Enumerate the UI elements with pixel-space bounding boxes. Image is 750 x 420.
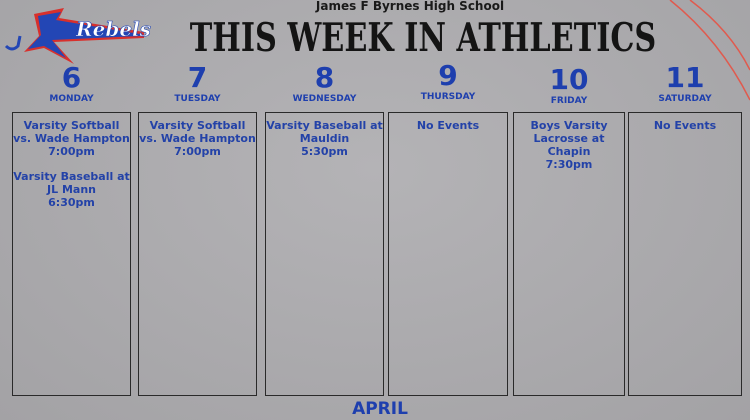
day-name: MONDAY: [49, 94, 94, 104]
decorative-arcs: [669, 0, 750, 101]
event-title: No Events: [653, 119, 717, 132]
day-header: 8 WEDNESDAY: [265, 62, 384, 105]
event-title: Boys Varsity Lacrosse at Chapin: [530, 119, 608, 158]
day-number: 6: [61, 61, 82, 94]
day-box: No Events: [628, 112, 742, 396]
day-name: TUESDAY: [174, 94, 221, 104]
day-box: No Events: [388, 112, 508, 396]
event: No Events: [629, 119, 741, 132]
event-time: 7:00pm: [48, 145, 95, 158]
day-header: 9 THURSDAY: [388, 60, 508, 103]
day-name: WEDNESDAY: [292, 94, 357, 104]
event-title: Varsity Softball vs. Wade Hampton: [139, 119, 256, 145]
event-time: 7:30pm: [545, 158, 593, 171]
day-header: 6 MONDAY: [12, 62, 131, 105]
day-name: SATURDAY: [658, 94, 712, 104]
event-title: Varsity Softball vs. Wade Hampton: [13, 119, 130, 145]
month-label: APRIL: [352, 399, 408, 419]
event-title: No Events: [416, 119, 480, 132]
day-number: 7: [187, 61, 208, 94]
page-title: THIS WEEK IN ATHLETICS: [189, 15, 657, 61]
event: Boys Varsity Lacrosse at Chapin 7:30pm: [514, 119, 624, 171]
event: Varsity Baseball at JL Mann 6:30pm: [13, 170, 130, 209]
day-box: Varsity Softball vs. Wade Hampton 7:00pm V…: [12, 112, 131, 396]
svg-text:Rebels: Rebels: [75, 17, 151, 41]
event: No Events: [389, 119, 507, 132]
day-box: Varsity Baseball at Mauldin 5:30pm: [265, 112, 384, 396]
day-header: 7 TUESDAY: [138, 62, 257, 105]
event-time: 6:30pm: [48, 196, 95, 209]
event-time: 7:00pm: [174, 145, 221, 158]
event: Varsity Softball vs. Wade Hampton 7:00pm: [13, 119, 130, 158]
day-number: 9: [438, 59, 458, 92]
day-box: Varsity Softball vs. Wade Hampton 7:00pm: [138, 112, 257, 396]
day-number: 8: [314, 61, 335, 94]
school-name: James F Byrnes High School: [315, 0, 505, 13]
day-number: 10: [549, 63, 589, 96]
event: Varsity Baseball at Mauldin 5:30pm: [266, 119, 383, 158]
event-title: Varsity Baseball at Mauldin: [266, 119, 383, 145]
day-header: 11 SATURDAY: [628, 62, 742, 105]
day-number: 11: [665, 61, 705, 94]
day-name: FRIDAY: [550, 96, 588, 106]
day-name: THURSDAY: [420, 92, 476, 102]
event: Varsity Softball vs. Wade Hampton 7:00pm: [139, 119, 256, 158]
rebels-logo: Rebels: [4, 8, 151, 64]
event-title: Varsity Baseball at JL Mann: [13, 170, 130, 196]
day-box: Boys Varsity Lacrosse at Chapin 7:30pm: [513, 112, 625, 396]
event-time: 5:30pm: [301, 145, 348, 158]
day-header: 10 FRIDAY: [513, 64, 625, 107]
